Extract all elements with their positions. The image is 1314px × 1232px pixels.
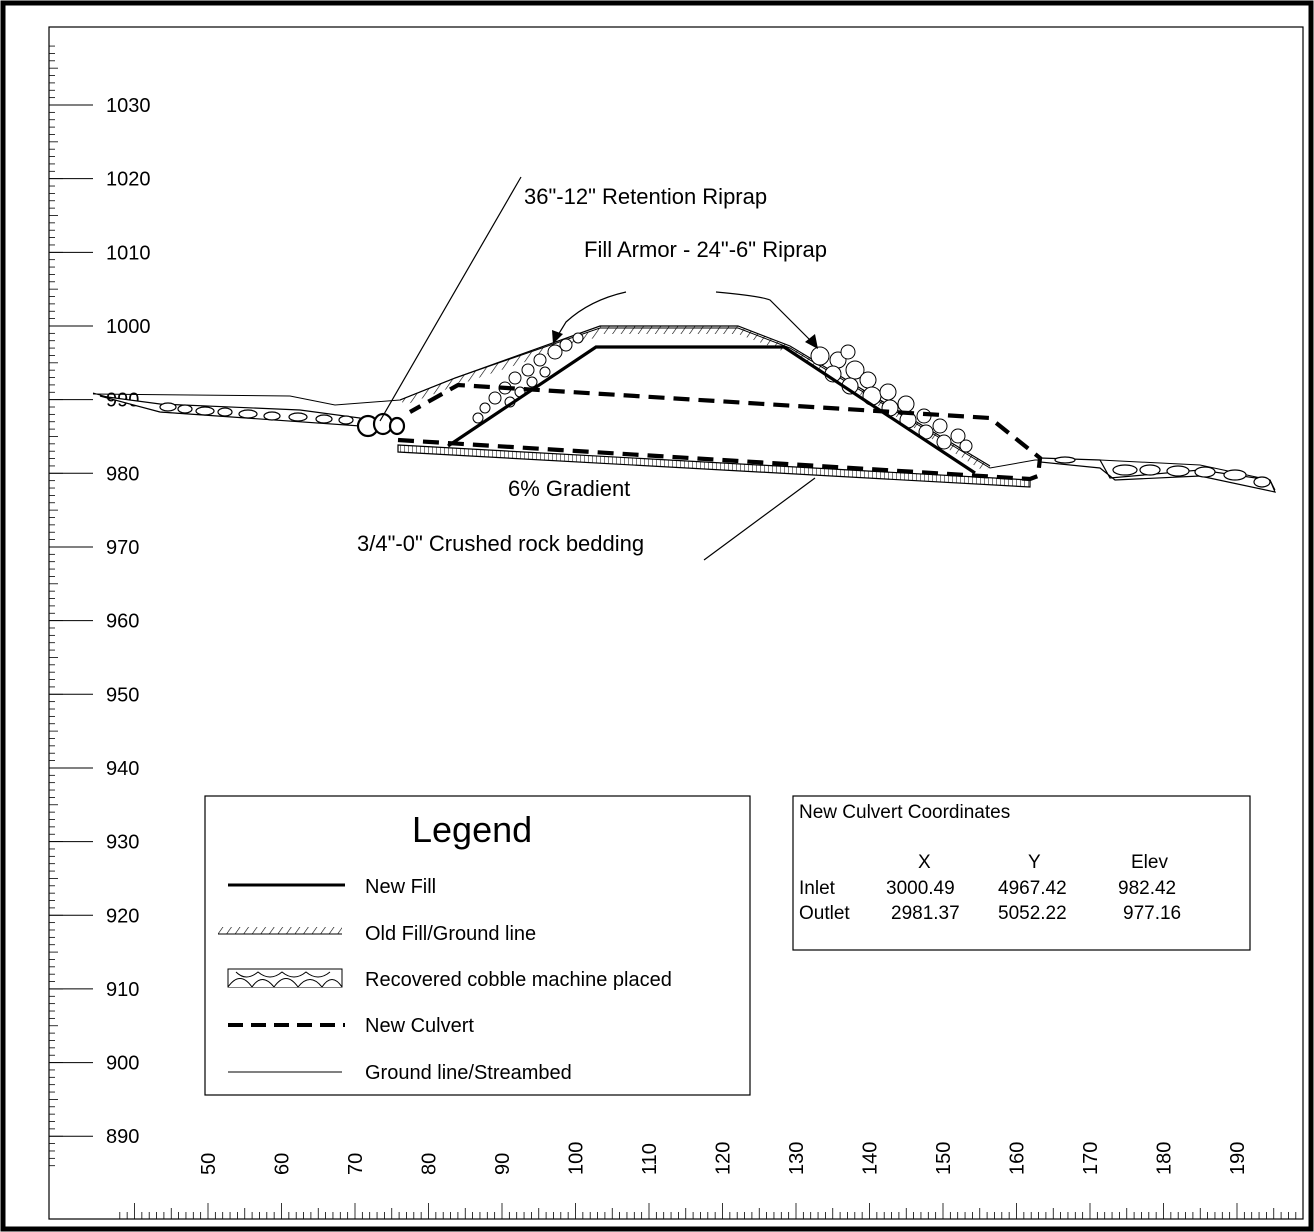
y-tick-label: 980 (106, 463, 139, 485)
legend-ground-line-label: Ground line/Streambed (365, 1062, 572, 1084)
station-axis: 50 60 70 80 90 100 110 120 130 140 150 160 170 180 190 (119, 1142, 1297, 1219)
row-inlet-elev: 982.42 (1118, 878, 1176, 899)
header-y: Y (1028, 852, 1041, 873)
legend-old-fill-label: Old Fill/Ground line (365, 923, 536, 945)
legend-title: Legend (412, 809, 532, 850)
row-inlet-label: Inlet (799, 878, 836, 899)
retention-riprap (356, 412, 406, 438)
row-outlet-x: 2981.37 (891, 903, 960, 924)
x-tick-label: 50 (198, 1153, 220, 1175)
y-tick-label: 1030 (106, 95, 151, 117)
fill-armor-riprap-upstream (472, 332, 584, 424)
x-tick-label: 110 (639, 1143, 661, 1175)
x-tick-label: 160 (1007, 1142, 1029, 1175)
plot-frame (48, 26, 1304, 1220)
elevation-axis: 1030102010101000990980970960950940930920… (49, 45, 151, 1167)
x-tick-label: 100 (566, 1142, 588, 1175)
x-tick-label: 140 (860, 1142, 882, 1175)
coordinates-title: New Culvert Coordinates (799, 802, 1010, 823)
bedding-label: 3/4"-0" Crushed rock bedding (357, 531, 644, 556)
legend-cobble-swatch (227, 968, 343, 988)
y-tick-label: 1010 (106, 242, 151, 264)
y-tick-label: 890 (106, 1126, 139, 1148)
y-tick-label: 900 (106, 1053, 139, 1075)
x-tick-label: 60 (272, 1153, 294, 1175)
legend-new-culvert-label: New Culvert (365, 1015, 474, 1037)
x-tick-label: 80 (419, 1153, 441, 1175)
x-tick-label: 120 (713, 1142, 735, 1175)
x-tick-label: 90 (492, 1153, 514, 1175)
x-tick-label: 150 (933, 1142, 955, 1175)
x-tick-label: 70 (345, 1153, 367, 1175)
legend: Legend New Fill Old Fill/Ground line Rec… (204, 795, 751, 1096)
x-tick-label: 180 (1154, 1142, 1176, 1175)
gradient-label: 6% Gradient (508, 476, 630, 501)
y-tick-label: 930 (106, 832, 139, 854)
fill-armor-riprap-downstream (810, 344, 973, 453)
x-tick-label: 190 (1227, 1142, 1249, 1175)
cobble-streambed (99, 395, 1276, 493)
retention-riprap-label: 36"-12" Retention Riprap (524, 184, 767, 209)
header-x: X (918, 852, 931, 873)
y-tick-label: 910 (106, 979, 139, 1001)
culvert-coordinates-table: New Culvert Coordinates X Y Elev Inlet 3… (792, 795, 1251, 951)
legend-new-fill-label: New Fill (365, 876, 436, 898)
y-tick-label: 950 (106, 684, 139, 706)
legend-old-fill-swatch (218, 927, 342, 934)
x-tick-label: 130 (786, 1142, 808, 1175)
y-tick-label: 920 (106, 905, 139, 927)
new-culvert (397, 382, 1043, 482)
arrowheads (552, 330, 818, 349)
row-inlet-x: 3000.49 (886, 878, 955, 899)
x-tick-label: 170 (1080, 1142, 1102, 1175)
row-outlet-y: 5052.22 (998, 903, 1067, 924)
header-elev: Elev (1131, 852, 1168, 873)
row-outlet-label: Outlet (799, 903, 850, 924)
y-tick-label: 940 (106, 758, 139, 780)
y-tick-label: 970 (106, 537, 139, 559)
fill-armor-label: Fill Armor - 24"-6" Riprap (584, 237, 827, 262)
row-outlet-elev: 977.16 (1123, 903, 1181, 924)
row-inlet-y: 4967.42 (998, 878, 1067, 899)
y-tick-label: 960 (106, 611, 139, 633)
y-tick-label: 1000 (106, 316, 151, 338)
crushed-rock-bedding (397, 444, 1031, 488)
legend-cobble-label: Recovered cobble machine placed (365, 969, 672, 991)
y-tick-label: 1020 (106, 169, 151, 191)
leader-lines (379, 176, 816, 561)
